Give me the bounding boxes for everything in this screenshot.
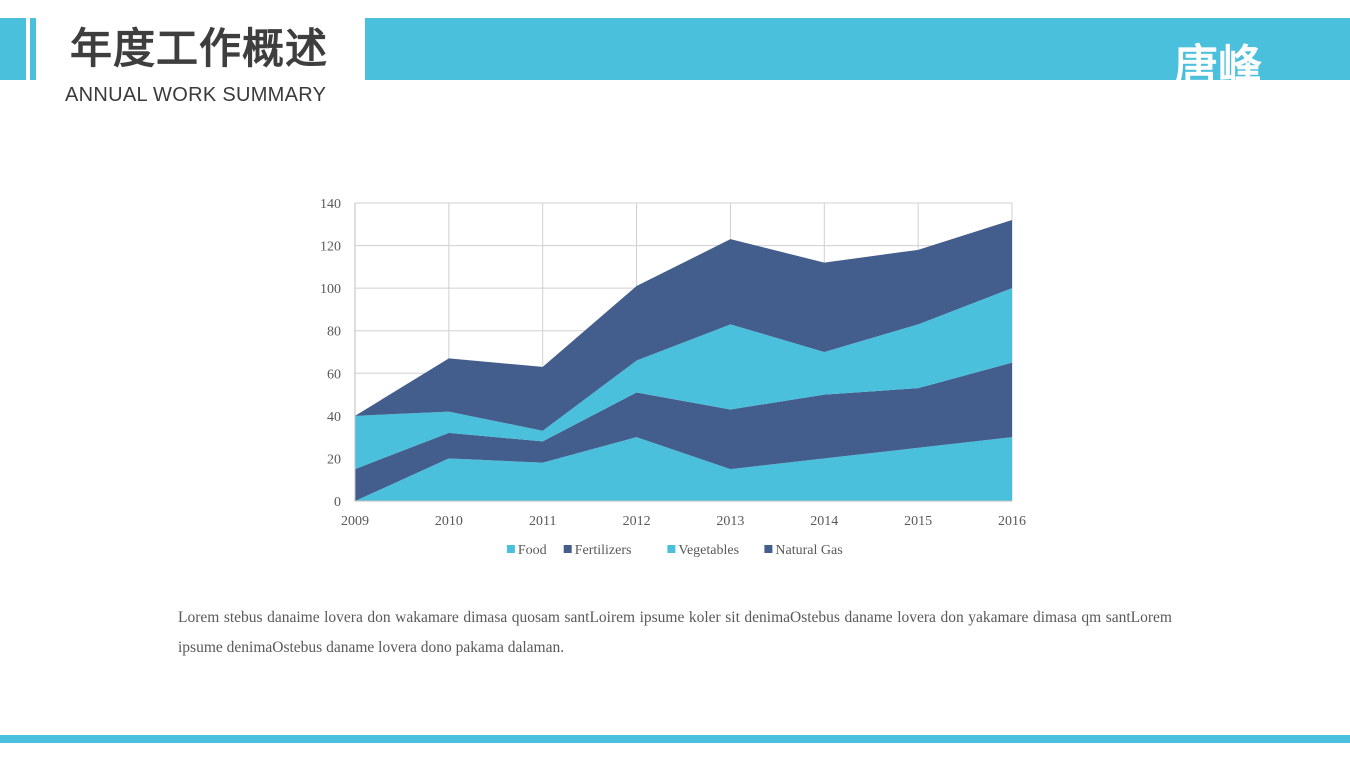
y-tick-label: 40 [327,410,341,425]
page-subtitle: ANNUAL WORK SUMMARY [65,84,327,106]
y-tick-label: 20 [327,452,341,467]
x-tick-label: 2016 [998,514,1026,529]
legend-label: Food [518,543,547,558]
legend-label: Fertilizers [575,543,632,558]
legend-swatch [667,545,676,553]
x-tick-label: 2015 [904,514,932,529]
y-tick-label: 80 [327,325,341,340]
body-paragraph: Lorem stebus danaime lovera don wakamare… [178,609,1172,656]
author-name: 唐峰 [1174,41,1262,92]
footer-bar [0,735,1350,743]
y-tick-label: 120 [320,240,341,255]
legend-label: Vegetables [678,543,739,558]
area-series-fertilizers [355,362,1012,501]
y-tick-label: 140 [320,197,341,212]
x-tick-label: 2009 [341,514,369,529]
header-accent-strip [30,18,36,80]
y-tick-label: 0 [334,495,341,510]
legend-swatch [506,545,515,553]
x-tick-label: 2011 [529,514,556,529]
x-tick-label: 2013 [716,514,744,529]
y-tick-label: 100 [320,282,341,297]
header-accent-block [0,18,26,80]
x-tick-label: 2010 [435,514,463,529]
area-series-vegetables [355,288,1012,470]
x-tick-label: 2014 [810,514,838,529]
y-tick-label: 60 [327,367,341,382]
area-series-natural-gas [355,220,1012,431]
legend-label: Natural Gas [775,543,842,558]
stacked-area-chart: 0 20 40 60 80 100 120 140 2009 2010 2011 2012 2013 20… [320,197,1026,558]
page-title: 年度工作概述 [70,24,329,73]
x-tick-label: 2012 [623,514,651,529]
area-series-food [355,437,1012,501]
legend-swatch [764,545,773,553]
header-banner: 唐峰 [365,18,1350,92]
legend-swatch [563,545,572,553]
